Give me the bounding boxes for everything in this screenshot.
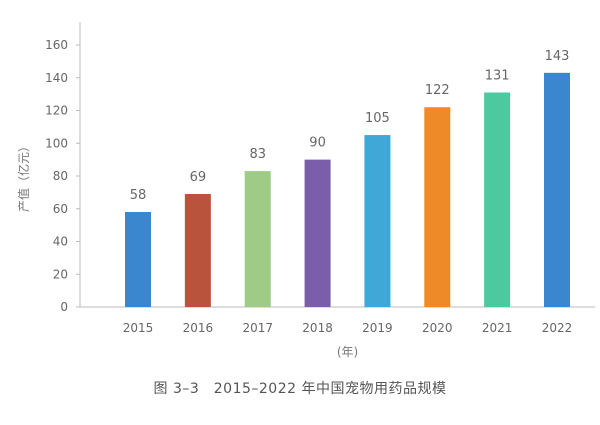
x-tick-label-2022: 2022 [542,321,573,335]
y-tick-label: 0 [60,300,68,314]
data-label-2020: 122 [425,83,450,98]
bar-2015 [125,212,151,307]
x-tick-label-2015: 2015 [123,321,154,335]
bar-2021 [484,92,511,307]
bar-2019 [364,135,391,307]
figure-caption: 图 3–3 2015–2022 年中国宠物用药品规模 [153,381,447,397]
y-axis: 0 20 40 60 80 100 120 140 160 [45,22,81,314]
y-tick-label: 140 [45,71,68,85]
y-tick-label: 120 [45,104,68,118]
y-axis-title: 产值（亿元） [16,140,31,212]
data-label-2022: 143 [545,49,570,64]
y-tick-label: 20 [53,267,68,281]
x-tick-label-2019: 2019 [362,321,393,335]
bar-2022 [544,72,570,308]
x-tick-label-2018: 2018 [302,321,333,335]
y-tick-label: 80 [53,169,68,183]
bar-2020 [424,107,451,307]
x-tick-label-2020: 2020 [422,321,453,335]
data-label-2018: 90 [309,136,326,151]
data-label-2019: 105 [365,111,390,126]
y-tick-label: 160 [45,38,68,52]
data-label-2021: 131 [485,68,510,83]
y-tick-label: 40 [53,235,68,249]
data-label-2017: 83 [249,147,266,162]
bar-2016 [184,194,211,307]
bar-2017 [244,171,271,307]
x-tick-label-2016: 2016 [183,321,214,335]
data-label-2015: 58 [130,188,147,203]
x-tick-label-2021: 2021 [482,321,513,335]
y-tick-label: 100 [45,136,68,150]
x-tick-label-2017: 2017 [242,321,273,335]
data-label-2016: 69 [190,170,207,185]
bar-2018 [304,159,331,307]
x-axis: 2015 2016 2017 2018 2019 2020 2021 2022 [80,306,595,335]
bars [125,72,570,308]
x-axis-title: (年) [337,345,358,359]
data-labels: 58 69 83 90 105 122 131 143 [130,49,570,203]
y-tick-label: 60 [53,202,68,216]
